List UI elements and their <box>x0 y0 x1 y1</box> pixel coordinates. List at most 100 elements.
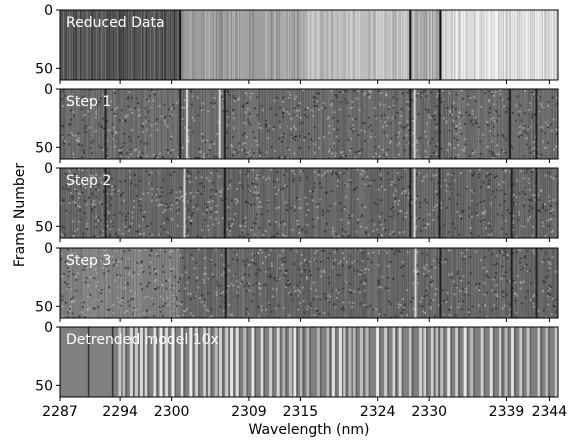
heatmap-column <box>95 248 96 318</box>
noise-pixel <box>154 278 157 281</box>
noise-pixel <box>491 193 494 196</box>
noise-pixel <box>123 132 126 135</box>
heatmap-column <box>115 89 116 159</box>
noise-pixel <box>260 127 263 130</box>
noise-pixel <box>426 223 429 226</box>
noise-pixel <box>134 184 137 187</box>
heatmap-column <box>266 248 267 318</box>
noise-pixel <box>547 195 550 198</box>
noise-pixel <box>451 191 454 194</box>
noise-pixel <box>313 258 316 261</box>
noise-pixel <box>552 199 555 202</box>
noise-pixel <box>509 308 512 311</box>
heatmap-column <box>535 10 537 80</box>
noise-pixel <box>406 157 409 159</box>
noise-pixel <box>111 123 114 126</box>
heatmap-column <box>86 168 87 238</box>
heatmap-column <box>436 248 437 318</box>
heatmap-column <box>554 89 555 159</box>
noise-pixel <box>541 203 544 206</box>
heatmap-column <box>420 248 421 318</box>
noise-pixel <box>171 284 174 287</box>
heatmap-column <box>337 168 338 238</box>
noise-pixel <box>109 290 112 293</box>
heatmap-column <box>172 89 173 159</box>
noise-pixel <box>143 211 146 214</box>
heatmap-column <box>430 89 431 159</box>
heatmap-column <box>519 89 520 159</box>
noise-pixel <box>496 295 499 298</box>
heatmap-column <box>392 248 393 318</box>
heatmap-column <box>319 10 321 80</box>
noise-pixel <box>232 136 235 139</box>
heatmap-column <box>119 10 120 80</box>
noise-pixel <box>455 93 458 96</box>
heatmap-column <box>344 89 345 159</box>
heatmap-column <box>101 10 102 80</box>
noise-pixel <box>117 189 120 192</box>
noise-pixel <box>282 187 285 190</box>
dark-line <box>179 10 182 80</box>
heatmap-column <box>456 89 457 159</box>
heatmap-column <box>325 248 326 318</box>
noise-pixel <box>276 170 279 173</box>
heatmap-column <box>228 89 229 159</box>
heatmap-column <box>306 89 307 159</box>
noise-pixel <box>302 121 305 124</box>
heatmap-column <box>499 248 500 318</box>
noise-pixel <box>258 201 261 204</box>
heatmap-column <box>277 168 278 238</box>
heatmap-column <box>350 10 352 80</box>
heatmap-column <box>349 168 350 238</box>
heatmap-column <box>457 89 458 159</box>
heatmap-column <box>261 168 262 238</box>
heatmap-column <box>500 248 501 318</box>
heatmap-column <box>444 248 445 318</box>
noise-pixel <box>120 155 123 158</box>
noise-pixel <box>110 108 113 111</box>
noise-pixel <box>287 157 290 159</box>
heatmap-column <box>358 248 359 318</box>
noise-pixel <box>149 107 152 110</box>
noise-pixel <box>100 125 103 128</box>
noise-pixel <box>365 169 368 172</box>
heatmap-column <box>502 248 503 318</box>
noise-pixel <box>487 233 490 236</box>
noise-pixel <box>528 210 531 213</box>
noise-pixel <box>458 123 461 126</box>
noise-pixel <box>186 170 189 173</box>
heatmap-column <box>370 248 371 318</box>
heatmap-column <box>454 89 455 159</box>
noise-pixel <box>215 156 218 159</box>
noise-pixel <box>405 134 408 137</box>
noise-pixel <box>145 128 148 131</box>
noise-pixel <box>508 314 511 317</box>
heatmap-column <box>181 248 182 318</box>
noise-pixel <box>222 105 225 108</box>
noise-pixel <box>267 137 270 140</box>
noise-pixel <box>100 300 103 303</box>
heatmap-column <box>463 248 464 318</box>
noise-pixel <box>135 97 138 100</box>
heatmap-column <box>246 89 247 159</box>
noise-pixel <box>502 169 505 172</box>
noise-pixel <box>530 91 533 94</box>
noise-pixel <box>123 199 126 202</box>
heatmap-column <box>200 89 201 159</box>
heatmap-column <box>168 89 169 159</box>
heatmap-column <box>238 248 239 318</box>
noise-pixel <box>208 148 211 151</box>
noise-pixel <box>472 172 475 175</box>
heatmap-column <box>295 248 296 318</box>
noise-pixel <box>100 259 103 262</box>
heatmap-column <box>320 248 321 318</box>
noise-pixel <box>215 204 218 207</box>
noise-pixel <box>412 307 415 310</box>
noise-pixel <box>82 236 85 238</box>
noise-pixel <box>445 120 448 123</box>
noise-pixel <box>139 140 142 143</box>
heatmap-column <box>138 89 139 159</box>
heatmap-column <box>489 10 491 80</box>
noise-pixel <box>197 190 200 193</box>
noise-pixel <box>189 191 192 194</box>
